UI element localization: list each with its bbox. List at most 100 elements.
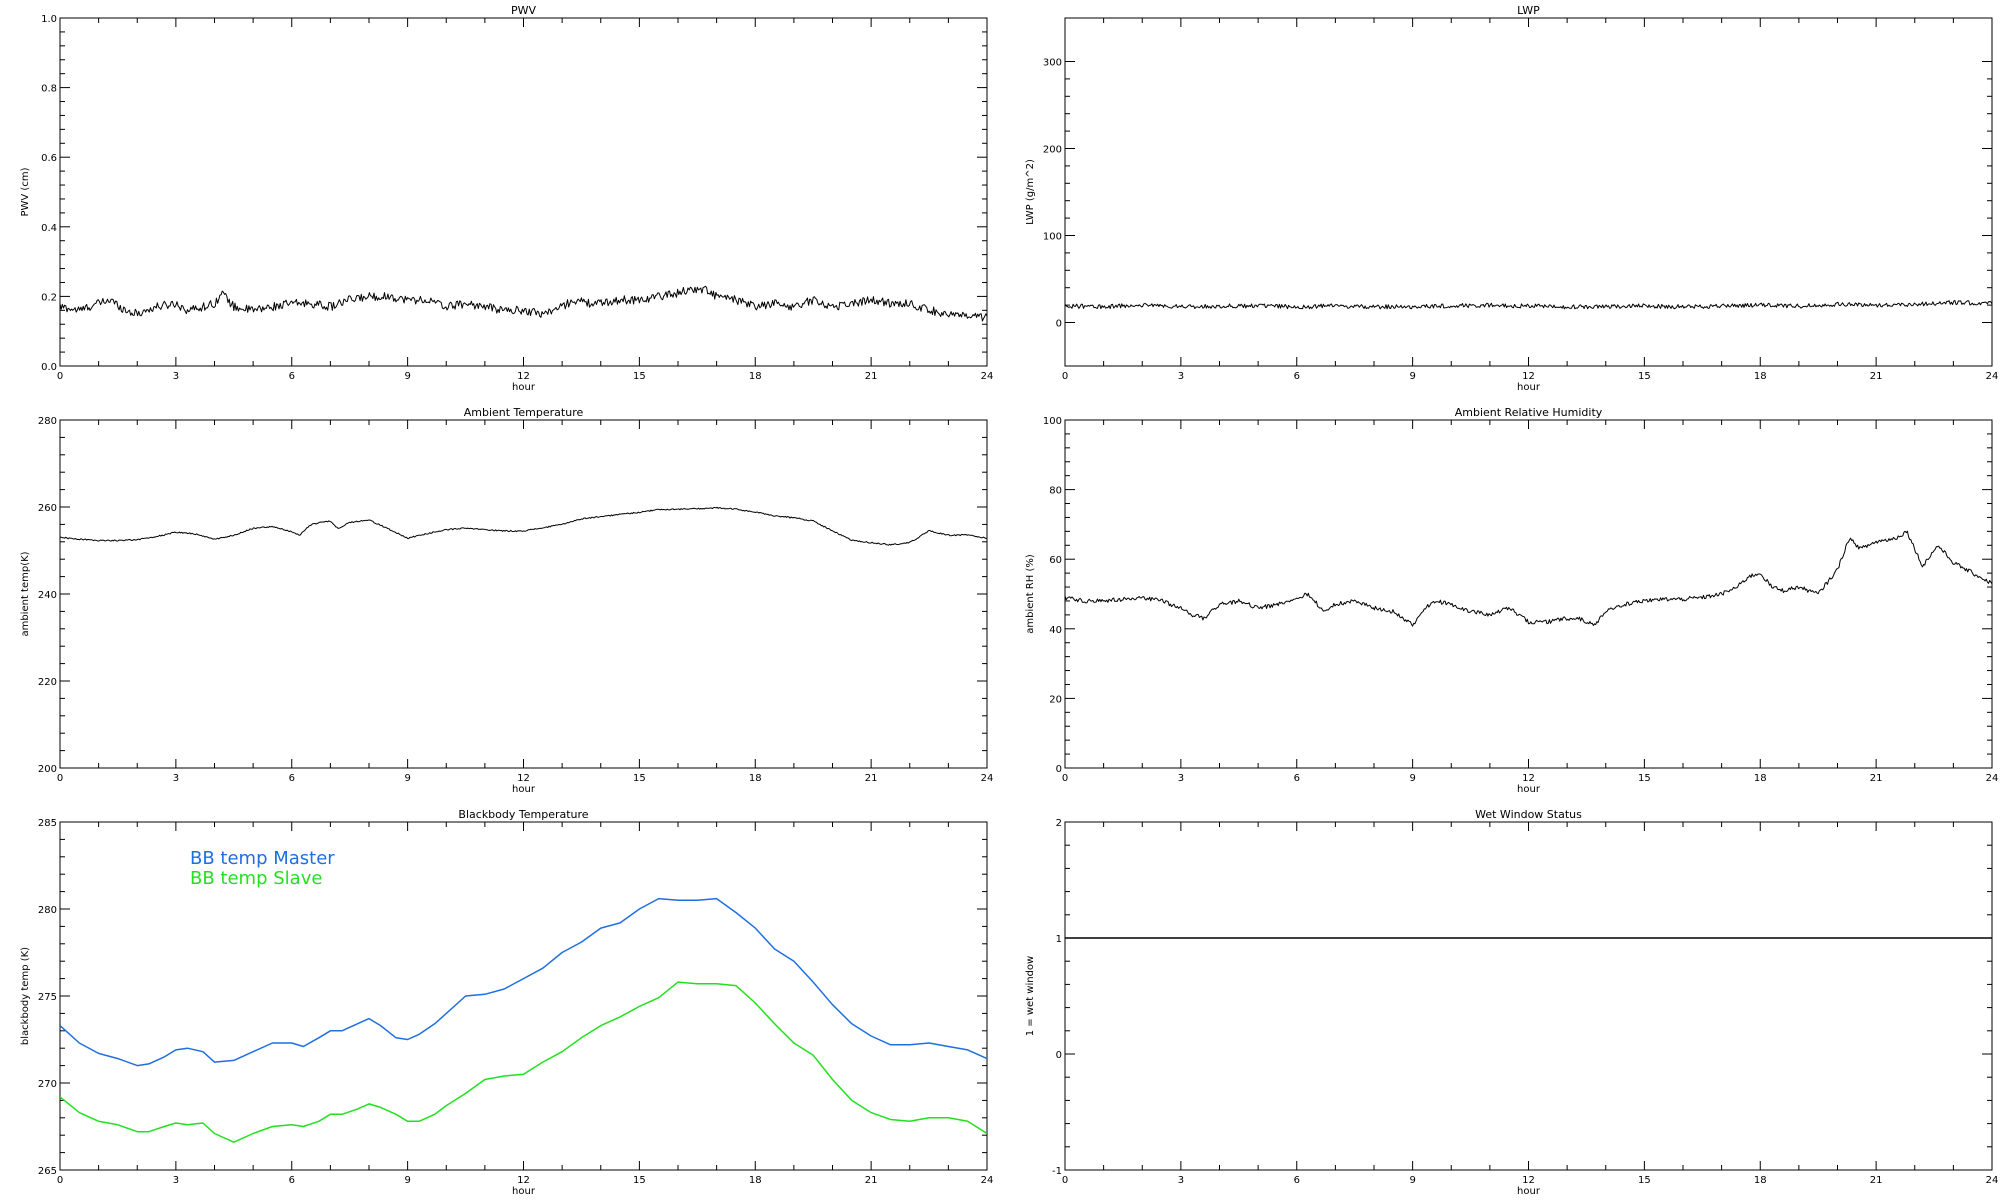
x-tick-label: 15 — [1638, 773, 1651, 784]
x-axis-label: hour — [512, 784, 536, 795]
x-tick-label: 21 — [1870, 1175, 1883, 1186]
y-tick-label: 270 — [38, 1079, 57, 1090]
y-axis-label: PWV (cm) — [20, 167, 31, 216]
x-tick-label: 6 — [1294, 371, 1300, 382]
y-tick-label: 220 — [38, 677, 57, 688]
x-tick-label: 6 — [289, 773, 295, 784]
chart-title: Wet Window Status — [1475, 808, 1582, 821]
y-axis-label: LWP (g/m^2) — [1025, 159, 1036, 225]
y-tick-label: 80 — [1049, 486, 1062, 497]
chart-title: Blackbody Temperature — [458, 808, 588, 821]
x-tick-label: 18 — [1754, 773, 1767, 784]
x-tick-label: 21 — [865, 371, 878, 382]
plot-frame — [1064, 17, 1993, 367]
x-tick-label: 18 — [749, 1175, 762, 1186]
x-tick-label: 18 — [1754, 1175, 1767, 1186]
x-tick-label: 15 — [1638, 371, 1651, 382]
chart-panel-lwp: LWP 0 3 6 9 12 15 18 21 24 hour 0 100 200 300 LWP (g/m^… — [1025, 4, 1998, 393]
x-tick-label: 9 — [1409, 371, 1415, 382]
series-line-1 — [60, 981, 987, 1143]
y-tick-label: 60 — [1049, 555, 1062, 566]
x-tick-label: 0 — [57, 371, 63, 382]
x-tick-label: 15 — [633, 773, 646, 784]
y-tick-label: 260 — [38, 503, 57, 514]
x-tick-label: 0 — [1062, 371, 1068, 382]
x-tick-label: 0 — [57, 773, 63, 784]
y-tick-label: 280 — [38, 416, 57, 427]
x-tick-label: 3 — [173, 773, 179, 784]
x-tick-label: 12 — [1522, 1175, 1535, 1186]
y-tick-label: 2 — [1056, 818, 1062, 829]
chart-panel-pwv: PWV 0 3 6 9 12 15 18 21 24 hour 0.0 0.2 0.4 0.6 0.8 1.0 P… — [20, 4, 993, 393]
x-tick-label: 24 — [1986, 371, 1999, 382]
x-tick-label: 9 — [1409, 1175, 1415, 1186]
y-tick-label: 275 — [38, 992, 57, 1003]
y-tick-label: 0 — [1056, 764, 1062, 775]
x-tick-label: 6 — [289, 371, 295, 382]
series-line-0 — [1065, 530, 1992, 627]
x-tick-label: 12 — [517, 773, 530, 784]
plot-frame — [1064, 821, 1993, 1171]
x-tick-label: 9 — [404, 1175, 410, 1186]
y-tick-label: 1 — [1056, 934, 1062, 945]
y-tick-label: 0 — [1056, 1050, 1062, 1061]
x-tick-label: 24 — [981, 371, 994, 382]
y-tick-label: 0.8 — [41, 84, 57, 95]
y-tick-label: 240 — [38, 590, 57, 601]
y-axis-label: 1 = wet window — [1025, 956, 1036, 1036]
x-tick-label: 18 — [749, 773, 762, 784]
y-axis-label: ambient temp(K) — [20, 551, 31, 636]
chart-panel-blackbody-temperature: Blackbody Temperature 0 3 6 9 12 15 18 21 24 hour 2… — [20, 808, 993, 1197]
y-tick-label: 100 — [1043, 416, 1062, 427]
x-tick-label: 3 — [1178, 773, 1184, 784]
y-tick-label: 1.0 — [41, 14, 57, 25]
y-tick-label: 200 — [38, 764, 57, 775]
x-tick-label: 12 — [1522, 371, 1535, 382]
x-axis-label: hour — [1517, 1186, 1541, 1197]
x-axis-label: hour — [1517, 784, 1541, 795]
x-axis-label: hour — [1517, 382, 1541, 393]
x-tick-label: 15 — [633, 1175, 646, 1186]
series-line-0 — [60, 897, 987, 1067]
x-axis-label: hour — [512, 382, 536, 393]
x-tick-label: 3 — [1178, 1175, 1184, 1186]
y-tick-label: 0.4 — [41, 223, 57, 234]
x-tick-label: 15 — [1638, 1175, 1651, 1186]
y-axis-label: ambient RH (%) — [1025, 554, 1036, 634]
y-tick-label: 40 — [1049, 625, 1062, 636]
x-tick-label: 6 — [289, 1175, 295, 1186]
x-tick-label: 21 — [865, 773, 878, 784]
x-tick-label: 21 — [1870, 371, 1883, 382]
x-tick-label: 21 — [1870, 773, 1883, 784]
y-tick-label: 200 — [1043, 145, 1062, 156]
y-tick-label: 300 — [1043, 58, 1062, 69]
x-tick-label: 24 — [1986, 1175, 1999, 1186]
series-line-0 — [60, 506, 987, 546]
x-axis-label: hour — [512, 1186, 536, 1197]
chart-title: PWV — [511, 4, 537, 17]
x-tick-label: 21 — [865, 1175, 878, 1186]
x-tick-label: 0 — [57, 1175, 63, 1186]
x-tick-label: 12 — [517, 371, 530, 382]
x-tick-label: 15 — [633, 371, 646, 382]
chart-panel-ambient-temperature: Ambient Temperature 0 3 6 9 12 15 18 21 24 hour 200… — [20, 406, 993, 795]
y-tick-label: 0.6 — [41, 153, 57, 164]
x-tick-label: 24 — [981, 1175, 994, 1186]
y-tick-label: 100 — [1043, 232, 1062, 243]
legend-entry: BB temp Master — [190, 848, 335, 869]
chart-title: Ambient Relative Humidity — [1455, 406, 1603, 419]
chart-title: Ambient Temperature — [464, 406, 584, 419]
x-tick-label: 9 — [1409, 773, 1415, 784]
plot-frame — [59, 419, 988, 769]
legend-entry: BB temp Slave — [190, 868, 322, 889]
y-tick-label: 0.0 — [41, 362, 57, 373]
y-tick-label: 280 — [38, 905, 57, 916]
x-tick-label: 3 — [173, 1175, 179, 1186]
x-tick-label: 18 — [1754, 371, 1767, 382]
x-tick-label: 6 — [1294, 1175, 1300, 1186]
y-axis-label: blackbody temp (K) — [20, 947, 31, 1045]
chart-panel-ambient-relative-humidity: Ambient Relative Humidity 0 3 6 9 12 15 18 21 24 h… — [1025, 406, 1998, 795]
x-tick-label: 9 — [404, 371, 410, 382]
